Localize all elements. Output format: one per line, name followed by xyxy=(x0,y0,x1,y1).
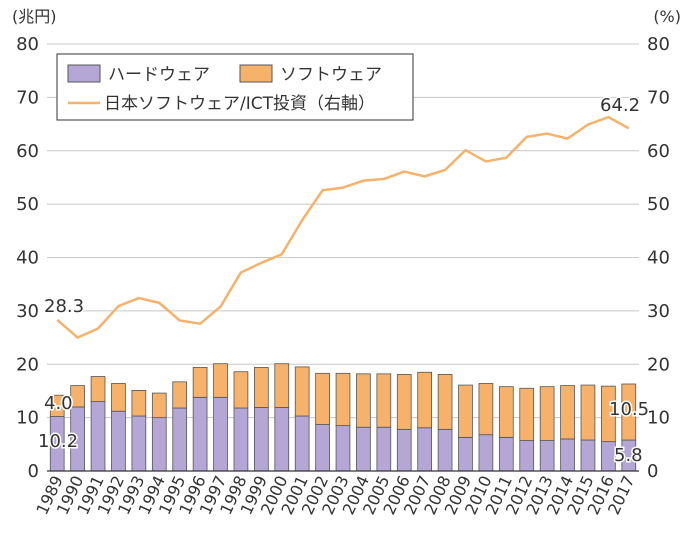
bar-hardware xyxy=(356,426,371,472)
bar-hardware xyxy=(478,434,494,472)
bar-software xyxy=(437,373,453,430)
y-tick-right: 70 xyxy=(647,87,670,108)
axis-layer: 0102030405060708001020304050607080198919… xyxy=(16,34,670,518)
left-axis-unit: (兆円) xyxy=(12,7,57,26)
bar-software xyxy=(192,367,208,398)
y-tick-left: 50 xyxy=(16,194,39,215)
bar-hardware xyxy=(376,426,392,472)
bar-hardware xyxy=(396,428,412,472)
annotation-hardware-end: 5.8 xyxy=(614,445,643,466)
annotation-line-end: 64.2 xyxy=(600,95,640,116)
bar-hardware xyxy=(437,428,453,472)
bar-hardware xyxy=(151,417,167,472)
line-ict-ratio xyxy=(56,115,630,339)
bar-software xyxy=(111,383,126,412)
bar-hardware xyxy=(274,407,290,472)
right-axis-unit: (%) xyxy=(653,7,681,26)
bar-hardware xyxy=(458,436,473,472)
bar-hardware xyxy=(111,410,126,472)
bar-hardware xyxy=(233,407,249,472)
bar-hardware xyxy=(315,424,330,472)
y-tick-left: 70 xyxy=(16,87,39,108)
y-tick-left: 60 xyxy=(16,141,39,162)
y-tick-left: 20 xyxy=(16,354,39,375)
bar-hardware xyxy=(498,436,514,472)
bar-software xyxy=(70,385,85,408)
bar-software xyxy=(131,390,147,417)
bar-hardware xyxy=(213,396,228,472)
bar-hardware xyxy=(519,440,535,472)
legend: ハードウェア ソフトウェア 日本ソフトウェア/ICT投資（右軸） xyxy=(56,53,414,121)
bar-hardware xyxy=(580,439,596,472)
bar-hardware xyxy=(417,427,432,472)
bar-software xyxy=(172,381,188,409)
bar-hardware xyxy=(560,438,575,472)
bar-software xyxy=(274,363,290,408)
bar-software xyxy=(478,383,494,436)
legend-label-ict-ratio: 日本ソフトウェア/ICT投資（右軸） xyxy=(104,94,375,114)
annotation-hardware-start: 10.2 xyxy=(38,431,78,452)
bar-software xyxy=(376,373,392,428)
bar-hardware xyxy=(539,440,555,472)
legend-box xyxy=(56,53,414,121)
bar-software xyxy=(213,363,228,398)
bar-software xyxy=(621,383,637,441)
line-layer xyxy=(56,115,630,339)
bar-software xyxy=(49,394,65,417)
y-tick-left: 80 xyxy=(16,34,39,55)
y-tick-right: 80 xyxy=(647,34,670,55)
y-tick-right: 20 xyxy=(647,354,670,375)
y-tick-right: 30 xyxy=(647,301,670,322)
y-tick-right: 40 xyxy=(647,248,670,269)
bar-software xyxy=(601,385,616,443)
bar-software xyxy=(417,371,432,429)
legend-label-software: ソフトウェア xyxy=(280,65,382,85)
bar-hardware xyxy=(254,407,269,472)
bar-software xyxy=(315,372,330,425)
annotation-line-start: 28.3 xyxy=(44,296,84,317)
bar-hardware xyxy=(192,396,208,472)
y-tick-right: 50 xyxy=(647,194,670,215)
bar-software xyxy=(458,384,473,438)
bar-software xyxy=(580,384,596,441)
legend-swatch-hardware xyxy=(67,64,101,83)
bar-hardware xyxy=(172,407,188,472)
bar-software xyxy=(254,367,269,408)
legend-swatch-software xyxy=(239,64,273,83)
bar-hardware xyxy=(294,415,310,472)
bar-software xyxy=(294,366,310,417)
y-tick-left: 10 xyxy=(16,408,39,429)
y-tick-left: 30 xyxy=(16,301,39,322)
bar-software xyxy=(356,373,371,428)
bar-software xyxy=(498,386,514,438)
annotation-software-start: 4.0 xyxy=(44,393,73,414)
bar-software xyxy=(396,373,412,430)
legend-label-hardware: ハードウェア xyxy=(108,65,210,85)
bar-hardware xyxy=(131,415,147,472)
y-tick-right: 0 xyxy=(647,461,658,482)
bar-software xyxy=(560,385,575,440)
annotation-software-end: 10.5 xyxy=(609,399,649,420)
bar-software xyxy=(335,372,351,427)
bar-hardware xyxy=(335,425,351,472)
bar-software xyxy=(151,392,167,419)
bar-software xyxy=(539,386,555,441)
bar-hardware xyxy=(90,401,106,472)
y-tick-right: 60 xyxy=(647,141,670,162)
bar-software xyxy=(90,376,106,403)
annotations: 28.3 4.0 10.2 64.2 10.5 5.8 xyxy=(37,94,651,468)
bar-layer xyxy=(49,363,637,472)
bar-software xyxy=(519,387,535,441)
bar-software xyxy=(233,371,249,409)
y-tick-left: 40 xyxy=(16,248,39,269)
y-tick-left: 0 xyxy=(28,461,39,482)
y-tick-right: 10 xyxy=(647,408,670,429)
